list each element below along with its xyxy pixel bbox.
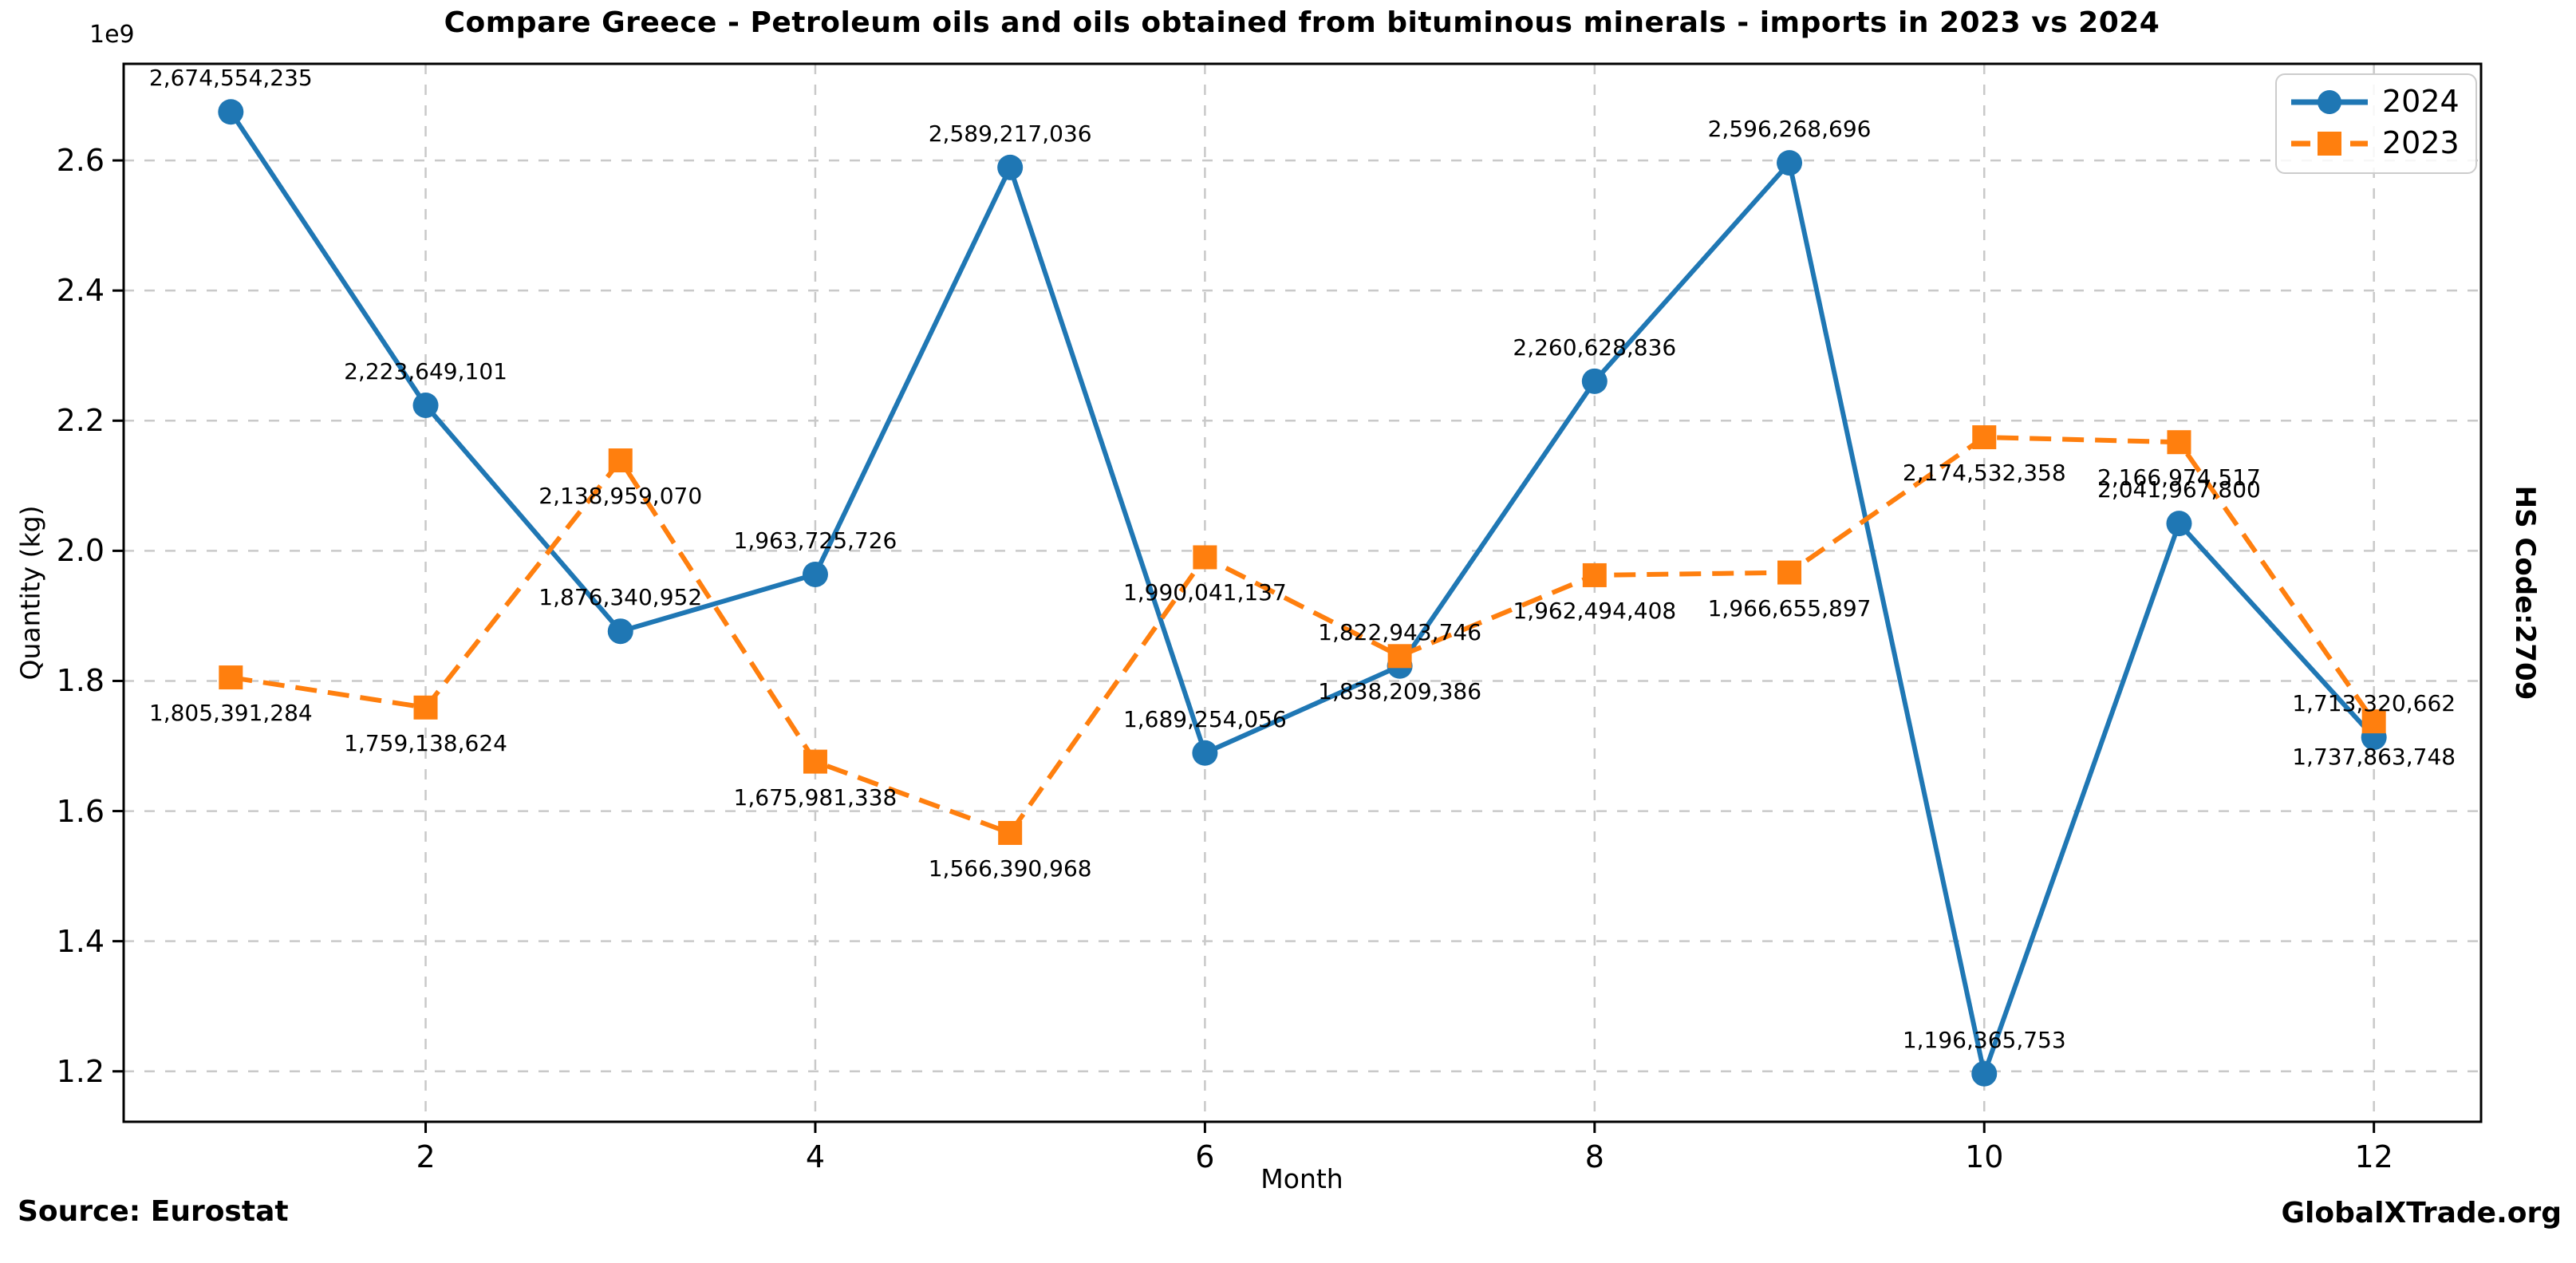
marker-2023 — [2167, 430, 2191, 455]
legend-marker-2023 — [2318, 132, 2341, 156]
y-tick-label: 1.8 — [56, 663, 105, 699]
marker-2023 — [803, 749, 827, 774]
y-tick-label: 1.4 — [56, 923, 105, 959]
x-tick-label: 10 — [1965, 1139, 2004, 1174]
marker-2024 — [218, 99, 244, 125]
y-tick-label: 1.6 — [56, 793, 105, 829]
marker-2024 — [607, 618, 633, 645]
data-label-2024: 1,196,365,753 — [1902, 1026, 2066, 1053]
y-tick-label: 2.6 — [56, 143, 105, 179]
data-label-2024: 1,822,943,746 — [1318, 618, 1482, 645]
data-label-2024: 1,876,340,952 — [538, 584, 703, 611]
series-line-2024 — [228, 110, 2376, 1076]
legend-sample-2024 — [2291, 90, 2368, 114]
brand-text: GlobalXTrade.org — [2281, 1197, 2562, 1229]
legend-marker-2024 — [2318, 90, 2341, 114]
y-tick-label: 2.4 — [56, 273, 105, 309]
legend-row-2024: 2024 — [2290, 85, 2460, 120]
marker-2024 — [412, 392, 439, 418]
x-tick-label: 2 — [416, 1139, 436, 1174]
data-label-2023: 1,838,209,386 — [1318, 678, 1482, 705]
axes-frame — [122, 62, 2483, 1123]
legend-label-2024: 2024 — [2382, 84, 2460, 120]
marker-2024 — [1192, 740, 1218, 766]
marker-2023 — [1387, 644, 1412, 669]
data-label-2024: 1,689,254,056 — [1122, 705, 1287, 732]
data-label-2024: 2,596,268,696 — [1707, 116, 1872, 143]
marker-2024 — [1777, 150, 1803, 176]
data-label-2024: 2,223,649,101 — [344, 357, 507, 385]
y-tick-label: 2.0 — [56, 533, 105, 569]
marker-2024 — [1581, 368, 1608, 394]
y-axis-offset-text: 1e9 — [89, 21, 135, 49]
marker-2024 — [2166, 511, 2192, 537]
legend-label-2023: 2023 — [2382, 125, 2460, 161]
y-tick-label: 1.2 — [56, 1053, 105, 1089]
data-label-2023: 1,805,391,284 — [148, 700, 313, 727]
marker-2023 — [413, 695, 438, 720]
data-label-2024: 2,674,554,235 — [148, 65, 313, 92]
data-label-2024: 2,260,628,836 — [1513, 334, 1677, 361]
data-label-2024: 1,713,320,662 — [2292, 690, 2456, 717]
x-tick-label: 4 — [805, 1139, 826, 1174]
data-label-2024: 1,963,725,726 — [733, 527, 897, 554]
marker-2024 — [1971, 1060, 1998, 1087]
legend-sample-2023 — [2291, 132, 2368, 156]
series-line-2023 — [230, 435, 2377, 835]
data-label-2023: 1,675,981,338 — [733, 783, 897, 811]
x-tick-label: 8 — [1584, 1139, 1604, 1174]
marker-2023 — [1193, 545, 1217, 570]
data-label-2023: 1,566,390,968 — [928, 854, 1092, 882]
data-label-2023: 1,759,138,624 — [344, 729, 507, 756]
hs-code-label: HS Code:2709 — [2509, 485, 2541, 701]
y-tick-label: 2.2 — [56, 403, 105, 439]
marker-2023 — [219, 665, 243, 690]
marker-2023 — [1972, 425, 1997, 450]
source-text: Source: Eurostat — [18, 1195, 289, 1228]
marker-2024 — [997, 154, 1024, 180]
x-tick-label: 12 — [2354, 1139, 2393, 1174]
data-label-2023: 2,174,532,358 — [1902, 460, 2066, 487]
data-label-2023: 1,990,041,137 — [1122, 579, 1287, 606]
chart-title: Compare Greece - Petroleum oils and oils… — [444, 6, 2160, 39]
x-axis-label: Month — [1260, 1163, 1343, 1194]
legend: 2024 2023 — [2275, 73, 2477, 174]
data-label-2023: 2,166,974,517 — [2097, 464, 2261, 491]
marker-2023 — [2361, 709, 2386, 734]
x-tick-label: 6 — [1195, 1139, 1215, 1174]
legend-row-2023: 2023 — [2290, 126, 2460, 161]
marker-2023 — [1582, 562, 1607, 587]
marker-2023 — [608, 448, 633, 473]
data-label-2023: 1,962,494,408 — [1513, 597, 1677, 624]
marker-2023 — [998, 820, 1023, 845]
data-label-2023: 1,966,655,897 — [1707, 594, 1872, 622]
marker-2024 — [802, 561, 828, 587]
marker-2023 — [1777, 560, 1802, 585]
data-label-2023: 1,737,863,748 — [2292, 744, 2456, 771]
data-label-2024: 2,589,217,036 — [928, 120, 1092, 147]
data-label-2024: 2,041,967,800 — [2097, 476, 2261, 503]
data-label-2023: 2,138,959,070 — [538, 483, 703, 510]
